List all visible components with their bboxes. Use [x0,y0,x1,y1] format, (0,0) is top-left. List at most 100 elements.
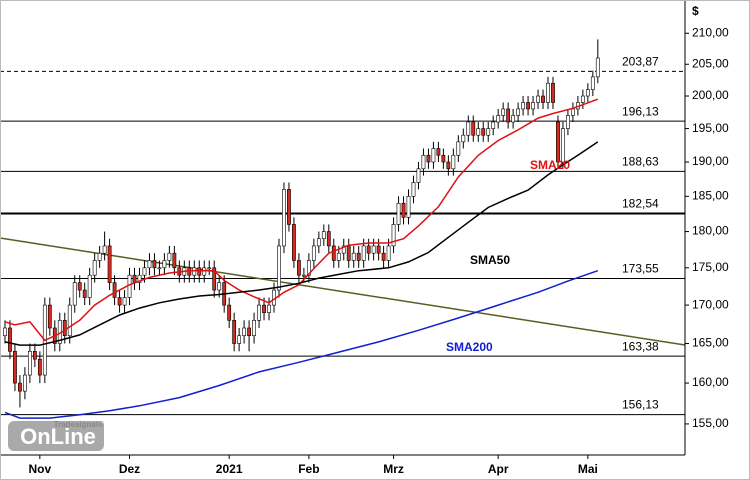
candle-body [227,304,232,321]
candle-body [97,252,102,261]
watermark: OnLine Tradesignal® [8,420,104,451]
level-label: 182,54 [622,197,659,211]
candle-body [112,282,117,298]
candle-body [192,267,197,276]
candle-body [32,351,37,360]
x-tick-label: Mai [578,462,598,476]
logo-product: OnLine [20,424,96,449]
candle-body [77,282,82,291]
candle-body [451,154,456,170]
y-tick-label: 205,00 [692,56,729,70]
candle-body [82,289,87,298]
candle-body [232,320,237,344]
candle-body [67,304,72,337]
candle-body [466,121,471,136]
sma-line [4,141,599,346]
candle-body [107,245,112,283]
candle-body [366,245,371,254]
candle-body [401,202,406,218]
y-tick-label: 210,00 [692,25,729,39]
candle-body [202,267,207,276]
candle-body [252,320,256,337]
candle-body [336,252,341,261]
candle-body [376,245,381,254]
candle-body [471,121,476,136]
level-label: 196,13 [622,104,659,118]
candle-body [316,238,321,247]
candle-body [551,82,555,103]
candle-body [546,82,550,103]
candle-body [137,274,142,283]
candle-body [217,282,222,291]
y-tick-label: 170,00 [692,297,729,311]
candle-body [595,57,600,78]
x-tick-label: Dez [119,462,140,476]
candle-body [561,128,565,163]
y-axis-label: $ [692,4,699,18]
level-label: 173,55 [622,262,659,276]
candle-body [521,102,525,110]
candle-body [92,260,97,276]
x-tick-label: Feb [298,462,319,476]
candle-body [13,351,17,384]
candle-body [167,252,172,261]
candle-body [426,154,431,163]
candle-body [8,327,12,352]
candle-body [371,245,376,254]
candle-body [267,304,271,313]
candle-body [142,267,147,276]
candle-body [321,231,326,240]
candle-body [102,245,107,254]
candle-body [571,108,575,116]
trendline [0,237,685,346]
candle-body [566,115,570,129]
y-tick-label: 165,00 [692,336,729,350]
candle-body [351,252,356,261]
y-tick-label: 185,00 [692,188,729,202]
candle-body [172,252,177,269]
candle-body [62,320,67,337]
candle-body [481,128,486,136]
candle-body [541,95,545,103]
candle-body [446,161,451,170]
candle-body [491,121,496,129]
candle-body [436,148,441,156]
candle-body [590,76,595,90]
level-label: 163,38 [622,339,659,353]
candle-body [3,327,7,337]
sma50-label: SMA50 [470,253,510,267]
candle-body [391,224,396,247]
candle-body [511,115,516,123]
candle-body [132,274,137,283]
candle-body [257,304,261,321]
candle-body [147,260,152,269]
candle-body [526,102,530,110]
candle-body [331,245,336,261]
candle-body [152,260,157,269]
candle-body [117,297,122,306]
candle-body [127,274,132,298]
candle-body [277,245,281,291]
candle-body [585,89,590,97]
candle-body [341,245,346,254]
candle-body [421,154,426,170]
candle-body [162,260,167,269]
y-tick-label: 190,00 [692,154,729,168]
y-tick-label: 195,00 [692,121,729,135]
candle-body [496,115,501,123]
level-label: 203,87 [622,55,659,69]
x-tick-label: Apr [488,462,509,476]
candle-body [486,128,491,136]
level-label: 188,63 [622,154,659,168]
candle-body [441,154,446,163]
sma20-label: SMA20 [530,158,570,172]
candle-body [346,245,351,261]
logo-brand: Tradesignal® [54,420,104,429]
x-tick-label: Nov [29,462,52,476]
candle-body [416,168,421,183]
y-tick-label: 155,00 [692,416,729,430]
candle-body [157,267,162,270]
candle-body [237,335,242,344]
